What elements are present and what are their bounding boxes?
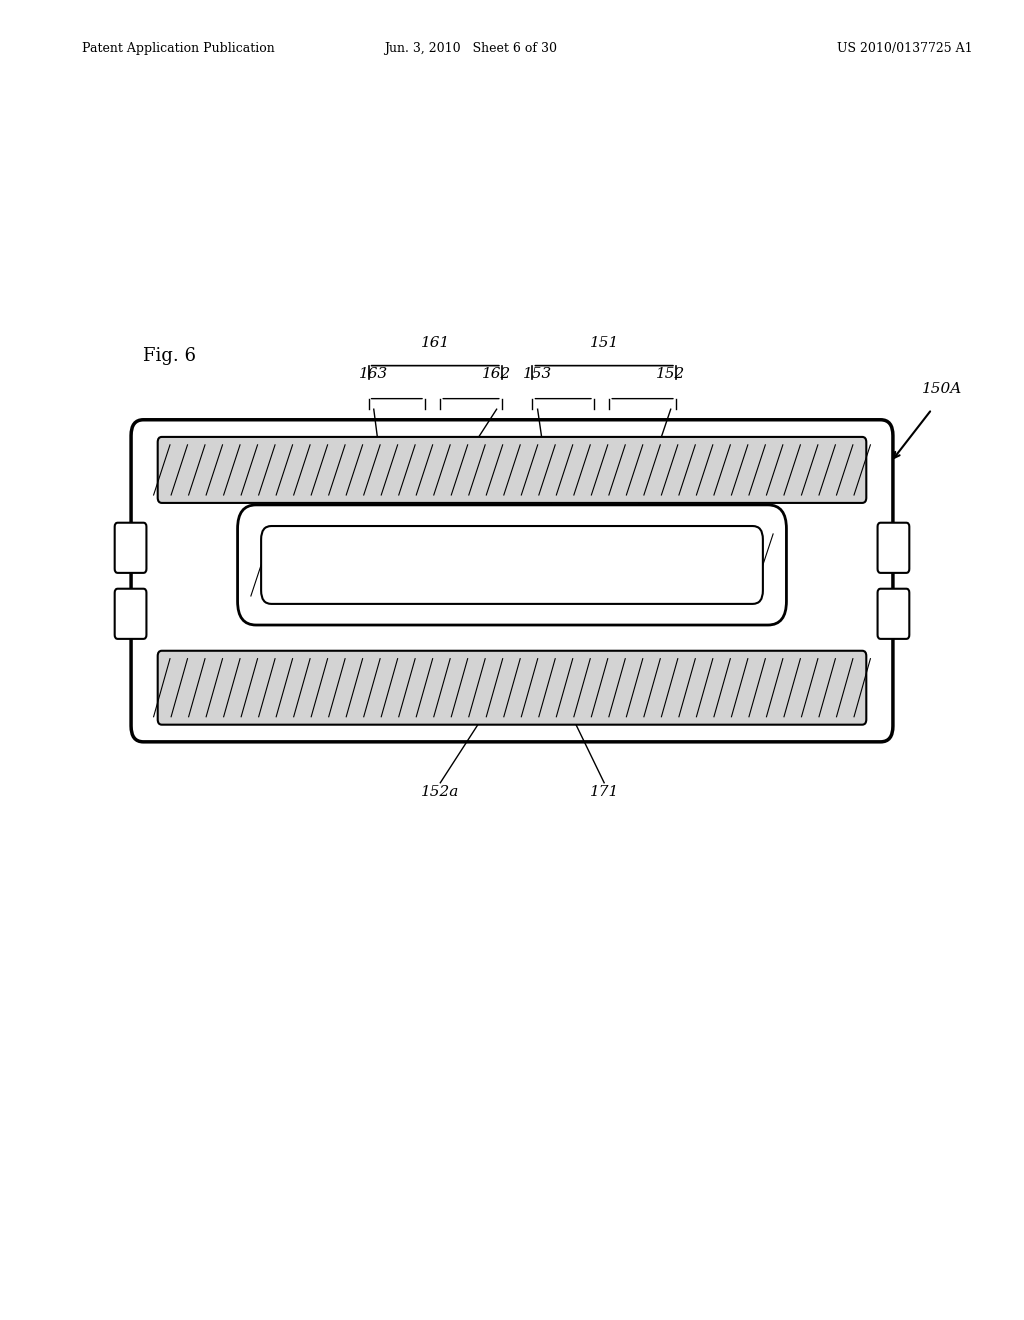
FancyBboxPatch shape — [115, 523, 146, 573]
Text: US 2010/0137725 A1: US 2010/0137725 A1 — [838, 42, 973, 55]
Text: 151: 151 — [590, 335, 618, 350]
Text: Jun. 3, 2010   Sheet 6 of 30: Jun. 3, 2010 Sheet 6 of 30 — [385, 42, 557, 55]
Text: 162: 162 — [482, 367, 511, 381]
FancyBboxPatch shape — [878, 523, 909, 573]
Text: 163: 163 — [359, 367, 388, 381]
Text: Fig. 6: Fig. 6 — [143, 347, 197, 366]
FancyBboxPatch shape — [261, 525, 763, 603]
Text: 161: 161 — [421, 335, 450, 350]
Text: Patent Application Publication: Patent Application Publication — [82, 42, 274, 55]
FancyBboxPatch shape — [158, 437, 866, 503]
Text: 152a: 152a — [421, 785, 460, 800]
Text: 152: 152 — [656, 367, 685, 381]
Text: 153: 153 — [523, 367, 552, 381]
FancyBboxPatch shape — [131, 420, 893, 742]
FancyBboxPatch shape — [878, 589, 909, 639]
Text: 150A: 150A — [922, 383, 962, 396]
FancyBboxPatch shape — [115, 589, 146, 639]
FancyBboxPatch shape — [238, 504, 786, 624]
FancyBboxPatch shape — [158, 651, 866, 725]
Text: 171: 171 — [590, 785, 618, 800]
